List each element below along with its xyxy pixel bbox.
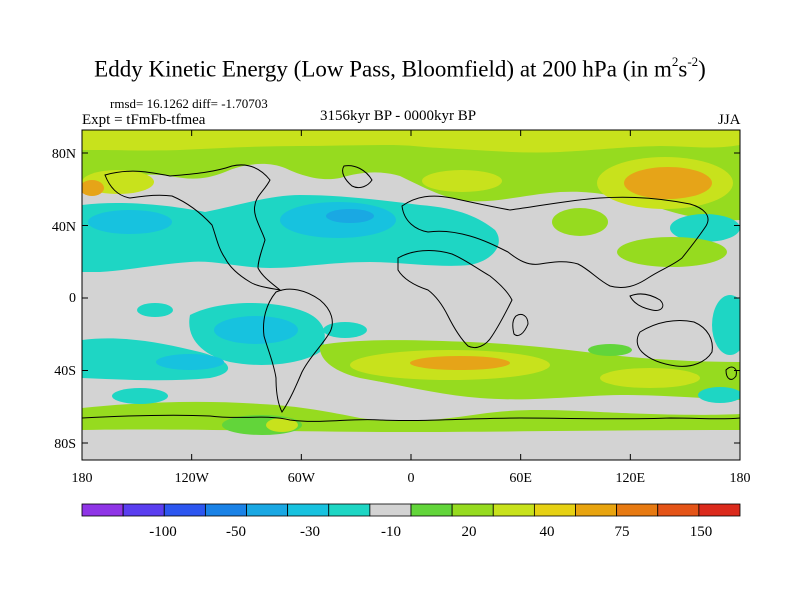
colorbar-box — [451, 503, 494, 517]
colorbar-label: -100 — [149, 524, 177, 540]
axis-ticks — [81, 130, 741, 460]
se-pacific-core — [214, 316, 298, 344]
africa-coast — [397, 250, 513, 349]
bering-max-patch — [82, 180, 104, 196]
east-antarctic-negative — [698, 387, 740, 403]
new-zealand-coast — [725, 366, 737, 380]
colorbar-box — [410, 503, 453, 517]
period-label: 3156kyr BP - 0000kyr BP — [320, 108, 477, 124]
ross-sea-negative — [112, 388, 168, 404]
y-tick-label: 0 — [69, 291, 76, 306]
colorbar-box — [657, 503, 700, 517]
east-asia-patch — [617, 237, 727, 267]
colorbar-labels: -100 -50 -30 -10 20 40 75 150 — [149, 524, 712, 540]
x-tick-label: 120W — [175, 471, 210, 486]
x-tick-label: 120E — [616, 471, 646, 486]
arctic-positive-band — [82, 130, 740, 221]
south-pacific-core — [156, 354, 224, 370]
north-pacific-patch — [88, 210, 172, 234]
colorbar-box — [492, 503, 535, 517]
scandinavia-patch — [422, 170, 502, 192]
south-america-coast — [263, 288, 333, 413]
x-tick-label: 180 — [72, 471, 93, 486]
colorbar-box — [287, 503, 330, 517]
colorbar-label: -10 — [381, 524, 401, 540]
y-tick-label: 40S — [54, 364, 76, 379]
north-atlantic-core — [326, 209, 374, 223]
tropical-pacific-patch — [137, 303, 173, 317]
central-asia-patch — [552, 208, 608, 236]
eurasia-coast — [401, 195, 709, 289]
south-indian-max — [410, 356, 510, 370]
south-australia-yellow — [600, 368, 700, 388]
y-axis-labels: 80N 40N 0 40S 80S — [52, 147, 76, 452]
y-tick-label: 80N — [52, 147, 76, 162]
colorbar-label: 20 — [462, 524, 477, 540]
antarctic-neutral — [82, 429, 740, 460]
indonesia-coast — [629, 293, 664, 311]
weddell-yellow — [266, 418, 298, 432]
colorbar-box — [81, 503, 124, 517]
x-tick-label: 60W — [288, 471, 316, 486]
coastlines — [82, 164, 740, 422]
siberia-max-patch — [624, 167, 712, 199]
colorbar-box — [369, 503, 412, 517]
y-tick-label: 80S — [54, 437, 76, 452]
colorbar-label: 40 — [540, 524, 555, 540]
colorbar-box — [204, 503, 247, 517]
experiment-label: Expt = tFmFb-tfmea — [82, 112, 206, 128]
x-tick-label: 180 — [730, 471, 751, 486]
colorbar-label: 75 — [615, 524, 630, 540]
madagascar-coast — [512, 313, 529, 337]
colorbar-box — [122, 503, 165, 517]
south-atlantic-patch — [323, 322, 367, 338]
nh-negative-belt — [82, 195, 499, 272]
indian-ocean-green — [588, 344, 632, 356]
east-australia-patch — [712, 295, 740, 355]
colorbar-box — [533, 503, 576, 517]
season-label: JJA — [718, 112, 741, 128]
colorbar-label: -50 — [226, 524, 246, 540]
x-tick-label: 60E — [509, 471, 532, 486]
chart-title: Eddy Kinetic Energy (Low Pass, Bloomfiel… — [94, 54, 706, 82]
colorbar-label: 150 — [690, 524, 713, 540]
north-america-coast — [104, 164, 282, 291]
colorbar — [81, 503, 741, 517]
colorbar-box — [616, 503, 659, 517]
australia-coast — [636, 319, 713, 367]
antarctica-coast — [82, 414, 740, 422]
rmsd-text: rmsd= 16.1262 diff= -1.70703 — [110, 96, 268, 111]
arctic-strong-band — [82, 130, 740, 153]
colorbar-box — [328, 503, 371, 517]
colorbar-box — [698, 503, 741, 517]
anomaly-field — [82, 130, 740, 460]
x-axis-labels: 180 120W 60W 0 60E 120E 180 — [72, 471, 751, 486]
colorbar-box — [163, 503, 206, 517]
colorbar-box — [575, 503, 618, 517]
greenland-coast — [342, 165, 373, 189]
x-tick-label: 0 — [408, 471, 415, 486]
colorbar-box — [246, 503, 289, 517]
y-tick-label: 40N — [52, 220, 76, 235]
colorbar-label: -30 — [300, 524, 320, 540]
